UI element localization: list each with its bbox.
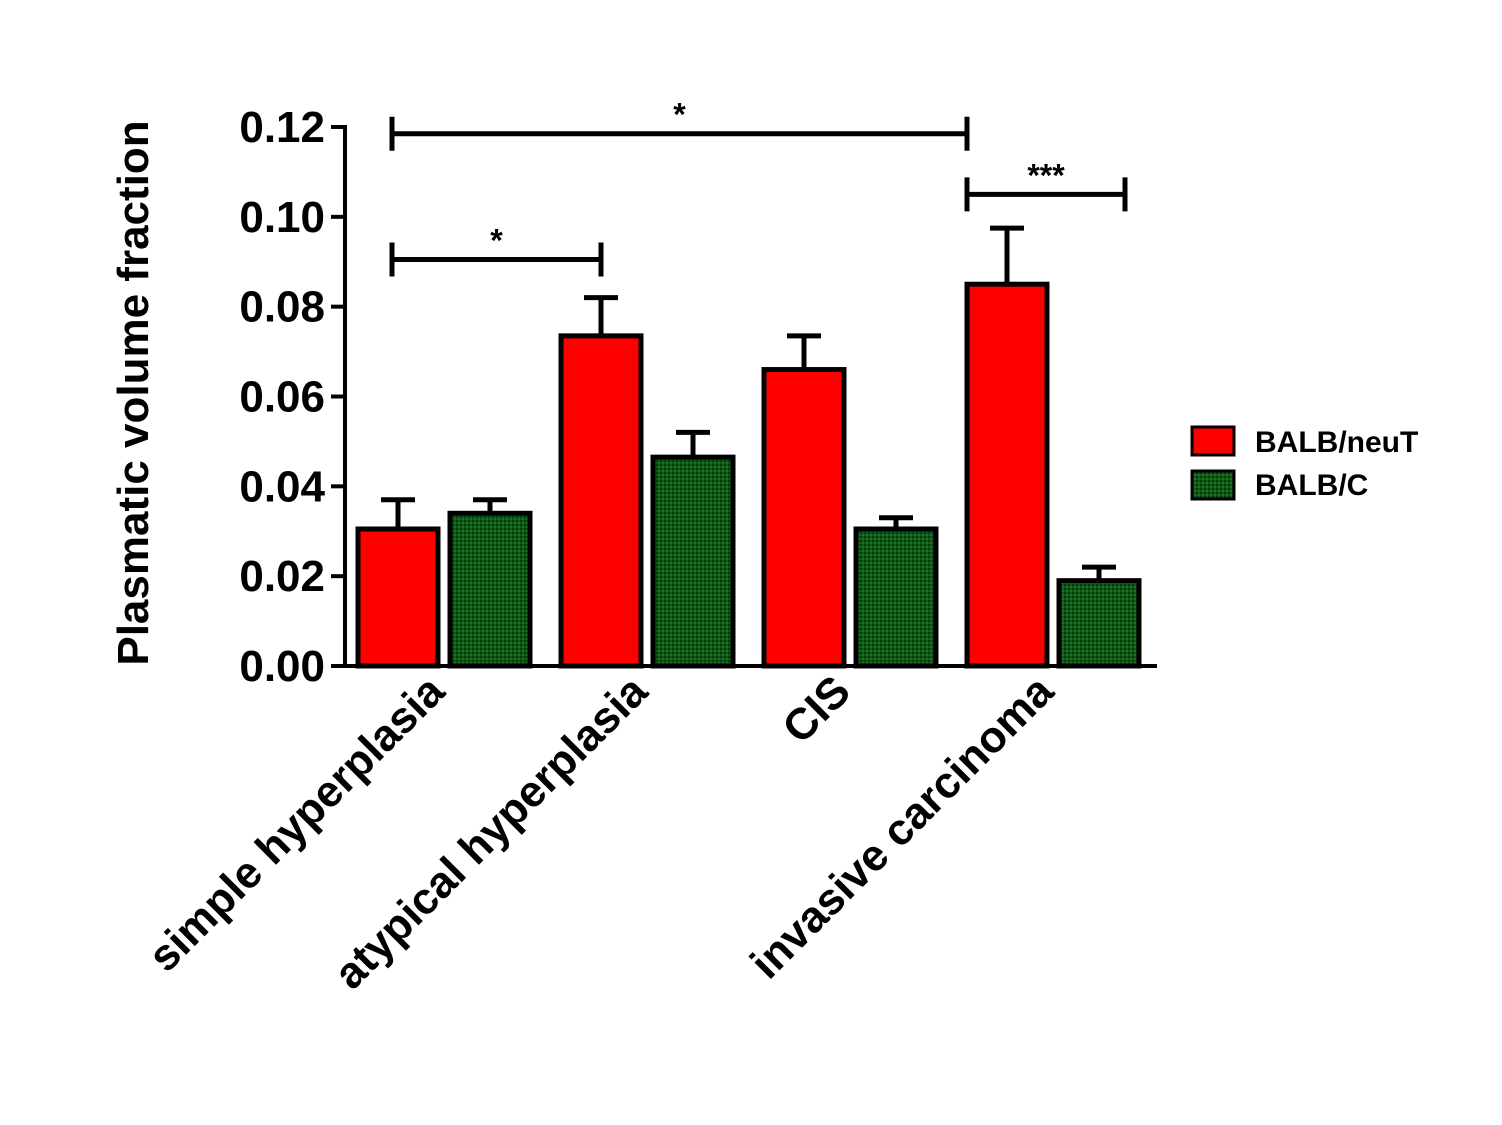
legend-label-balb-c: BALB/C bbox=[1255, 469, 1368, 502]
significance-label: *** bbox=[1027, 157, 1065, 193]
significance-bracket-1: * bbox=[389, 97, 970, 151]
bar-balb-neut-atypical-hyperplasia bbox=[558, 333, 644, 669]
bars-layer bbox=[355, 281, 1142, 669]
y-tick-label: 0.10 bbox=[239, 193, 325, 242]
significance-layer: ***** bbox=[389, 97, 1128, 277]
bar-balb-neut-simple-hyperplasia bbox=[355, 526, 441, 669]
y-axis-label: Plasmatic volume fraction bbox=[109, 120, 158, 665]
significance-label: * bbox=[490, 223, 503, 259]
y-tick-label: 0.08 bbox=[239, 283, 325, 332]
bar-balb-c-atypical-hyperplasia bbox=[650, 454, 736, 669]
bar-balb-neut-invasive-carcinoma bbox=[964, 281, 1050, 669]
y-tick-label: 0.04 bbox=[239, 462, 325, 511]
bar-balb-neut-cis bbox=[761, 367, 847, 669]
y-tick-label: 0.12 bbox=[239, 103, 325, 152]
significance-label: * bbox=[673, 97, 686, 133]
bar-balb-c-invasive-carcinoma bbox=[1056, 578, 1142, 669]
bar-balb-c-simple-hyperplasia bbox=[447, 510, 533, 669]
x-category-label-cis: CIS bbox=[773, 666, 860, 753]
y-tick-label: 0.06 bbox=[239, 373, 325, 422]
y-tick-label: 0.02 bbox=[239, 552, 325, 601]
bar-balb-c-cis bbox=[853, 526, 939, 669]
legend: BALB/neuT BALB/C bbox=[1190, 425, 1418, 502]
legend-swatch-balb-neut bbox=[1190, 425, 1236, 457]
legend-label-balb-neut: BALB/neuT bbox=[1255, 426, 1418, 459]
significance-bracket-2: * bbox=[389, 223, 604, 277]
significance-bracket-3: *** bbox=[964, 157, 1128, 212]
error-bars-layer bbox=[381, 225, 1116, 581]
y-tick-label: 0.00 bbox=[239, 642, 325, 691]
axes-layer: 0.00 0.02 0.04 0.06 0.08 0.10 0.12 bbox=[239, 103, 1157, 691]
legend-swatch-balb-c bbox=[1190, 469, 1236, 501]
